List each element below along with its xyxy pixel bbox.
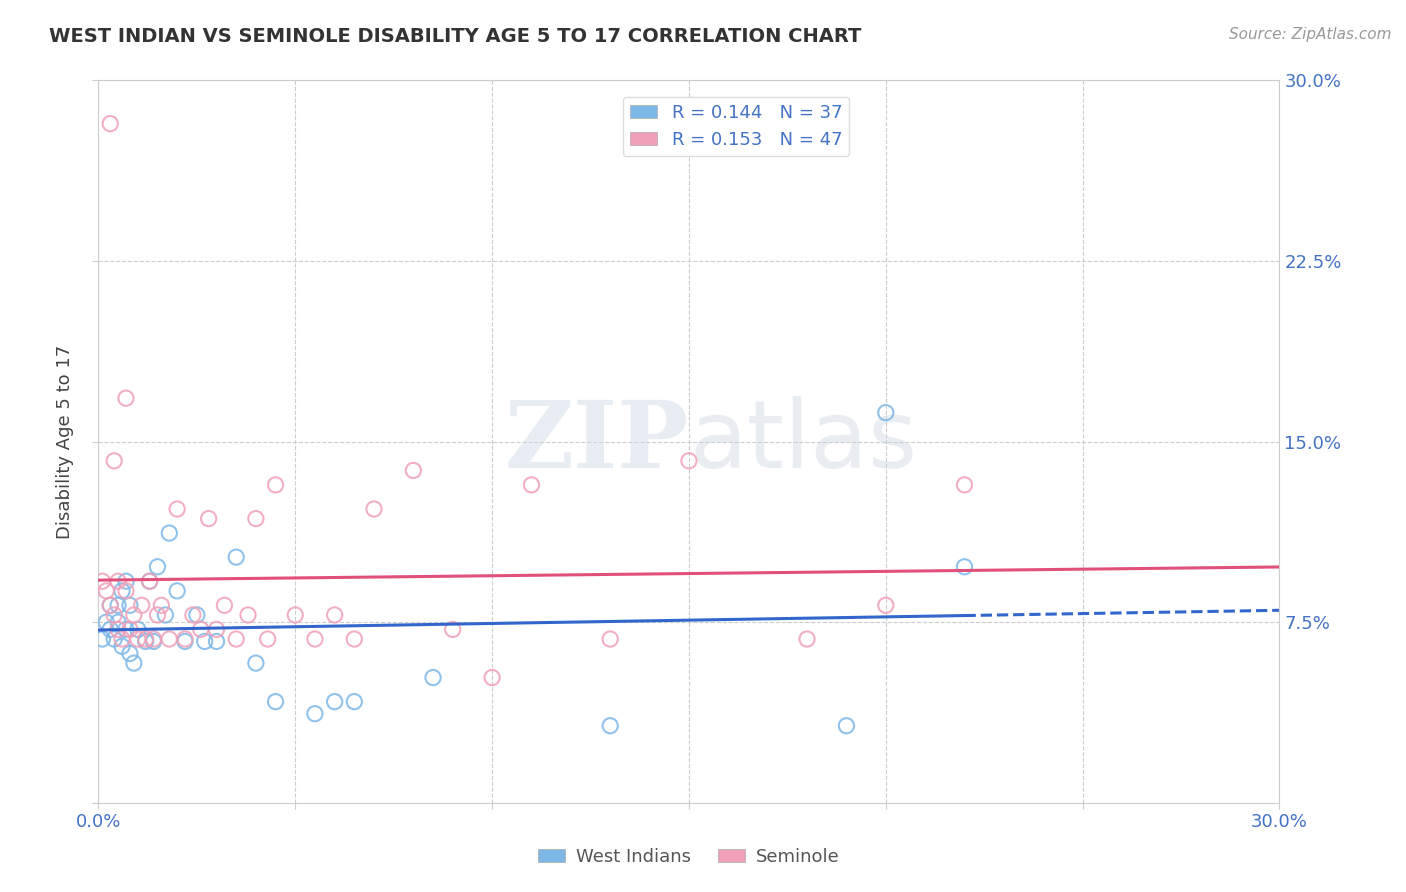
Point <box>115 623 138 637</box>
Point <box>953 478 976 492</box>
Point <box>256 632 278 646</box>
Point <box>225 632 247 646</box>
Legend: West Indians, Seminole: West Indians, Seminole <box>531 841 846 873</box>
Point <box>796 632 818 646</box>
Point <box>323 695 346 709</box>
Point <box>142 634 165 648</box>
Point <box>155 607 177 622</box>
Point <box>111 583 134 598</box>
Point <box>174 632 197 646</box>
Point <box>157 526 180 541</box>
Point <box>197 511 219 525</box>
Point <box>122 656 145 670</box>
Point <box>118 647 141 661</box>
Point <box>115 391 138 405</box>
Text: Source: ZipAtlas.com: Source: ZipAtlas.com <box>1229 27 1392 42</box>
Point <box>236 607 259 622</box>
Point <box>138 574 160 589</box>
Point <box>98 117 121 131</box>
Point <box>190 623 212 637</box>
Point <box>96 615 118 630</box>
Point <box>402 463 425 477</box>
Point <box>111 639 134 653</box>
Point <box>678 454 700 468</box>
Point <box>181 607 204 622</box>
Point <box>115 583 138 598</box>
Point <box>264 478 287 492</box>
Point <box>91 632 114 646</box>
Point <box>157 632 180 646</box>
Point <box>122 607 145 622</box>
Point <box>91 574 114 589</box>
Point <box>131 599 153 613</box>
Point <box>98 623 121 637</box>
Point <box>146 607 169 622</box>
Point <box>245 656 267 670</box>
Point <box>98 599 121 613</box>
Text: atlas: atlas <box>689 395 917 488</box>
Point <box>146 559 169 574</box>
Text: ZIP: ZIP <box>505 397 689 486</box>
Point <box>103 454 125 468</box>
Point <box>107 623 129 637</box>
Point <box>186 607 208 622</box>
Point <box>422 671 444 685</box>
Point <box>174 634 197 648</box>
Point <box>304 706 326 721</box>
Point <box>138 574 160 589</box>
Point <box>481 671 503 685</box>
Point <box>127 623 149 637</box>
Point <box>135 632 157 646</box>
Point <box>115 574 138 589</box>
Point <box>98 599 121 613</box>
Point <box>323 607 346 622</box>
Point <box>225 550 247 565</box>
Point <box>118 599 141 613</box>
Point <box>343 695 366 709</box>
Point <box>103 632 125 646</box>
Point <box>127 632 149 646</box>
Y-axis label: Disability Age 5 to 17: Disability Age 5 to 17 <box>56 344 75 539</box>
Point <box>875 406 897 420</box>
Point <box>304 632 326 646</box>
Point <box>107 615 129 630</box>
Point <box>107 599 129 613</box>
Point <box>150 599 173 613</box>
Point <box>599 632 621 646</box>
Point <box>205 634 228 648</box>
Point <box>135 634 157 648</box>
Point <box>214 599 236 613</box>
Point <box>166 583 188 598</box>
Point <box>441 623 464 637</box>
Point <box>103 607 125 622</box>
Point <box>205 623 228 637</box>
Point <box>107 574 129 589</box>
Text: WEST INDIAN VS SEMINOLE DISABILITY AGE 5 TO 17 CORRELATION CHART: WEST INDIAN VS SEMINOLE DISABILITY AGE 5… <box>49 27 862 45</box>
Point <box>284 607 307 622</box>
Point <box>520 478 543 492</box>
Point <box>343 632 366 646</box>
Point <box>111 632 134 646</box>
Point <box>118 623 141 637</box>
Point <box>142 632 165 646</box>
Point <box>953 559 976 574</box>
Point <box>835 719 858 733</box>
Point <box>875 599 897 613</box>
Point <box>166 502 188 516</box>
Point <box>194 634 217 648</box>
Point <box>96 583 118 598</box>
Point <box>363 502 385 516</box>
Point <box>599 719 621 733</box>
Point <box>264 695 287 709</box>
Point <box>245 511 267 525</box>
